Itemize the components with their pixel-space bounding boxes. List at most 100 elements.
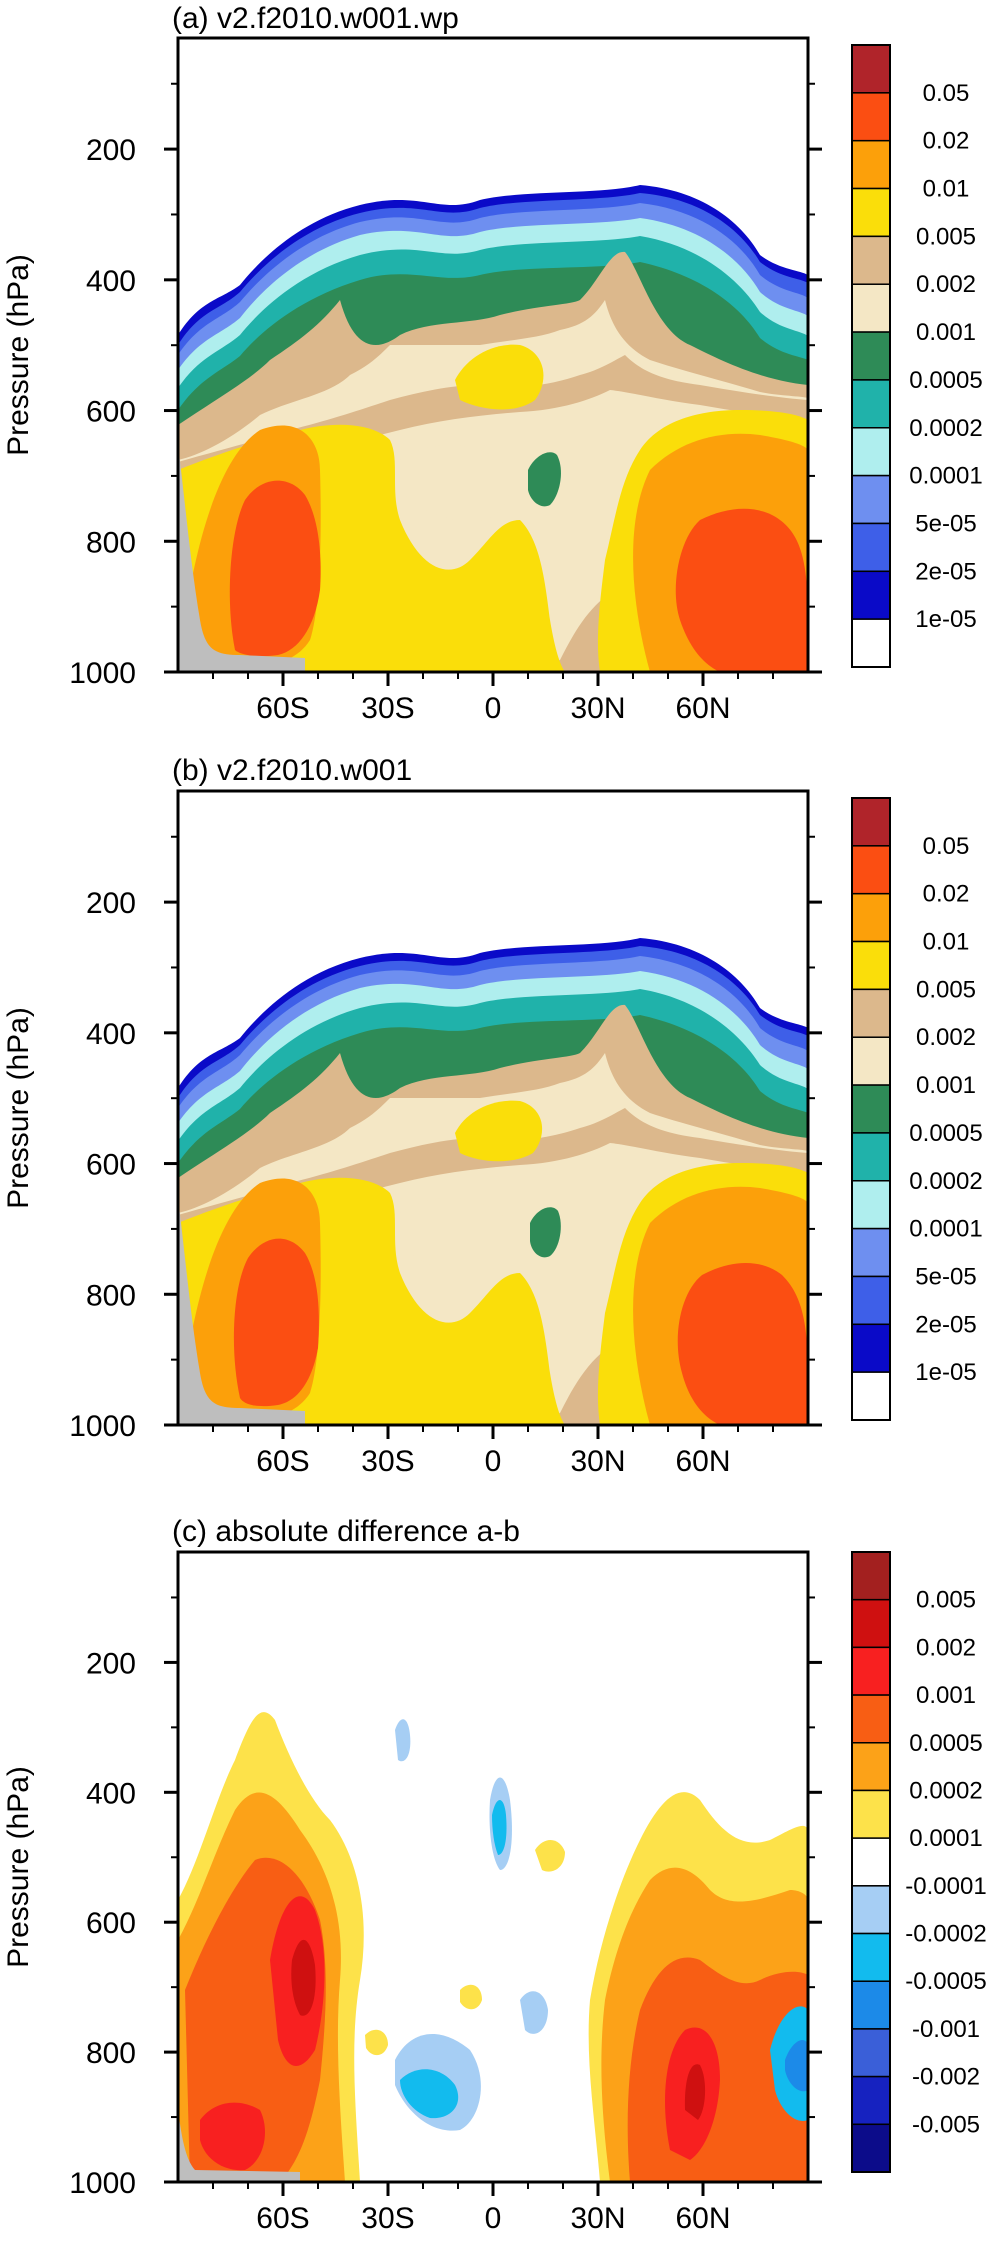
colorbar-label: 0.001	[916, 319, 976, 346]
colorbar-swatch	[851, 988, 891, 1038]
colorbar-swatch	[851, 1036, 891, 1086]
colorbar-swatch	[851, 283, 891, 333]
x-tick-label: 60S	[256, 692, 309, 725]
colorbar-label: -0.001	[912, 2016, 980, 2043]
colorbar-swatch	[851, 331, 891, 381]
colorbar-label: -0.002	[912, 2064, 980, 2091]
x-tick-label: 0	[485, 692, 502, 725]
colorbar-label: -0.0005	[905, 1968, 986, 1995]
colorbar-swatch	[851, 1275, 891, 1326]
colorbar-swatch	[851, 379, 891, 429]
contour-0.02	[229, 480, 321, 657]
colorbar-label: 0.005	[916, 1587, 976, 1614]
y-tick-label: 400	[86, 1018, 136, 1051]
colorbar-swatch	[851, 1694, 891, 1744]
contour-0.02-east	[677, 1263, 808, 1425]
contour-0.001-blob	[395, 445, 511, 522]
colorbar-swatch	[851, 892, 891, 943]
colorbar-frame	[851, 44, 891, 668]
panel-a-xaxis: 60S 30S 0 30N 60N	[212, 672, 774, 725]
diff-neg-0.0002-b	[492, 1800, 507, 1855]
colorbar-label: 0.0005	[909, 1120, 982, 1147]
colorbar-label: -0.0002	[905, 1921, 986, 1948]
diff-neg-0.0001-c	[395, 1719, 411, 1762]
colorbar-swatch	[851, 1837, 891, 1887]
x-tick-label: 0	[485, 1445, 502, 1478]
colorbar-label: 2e-05	[915, 558, 976, 585]
x-tick-label: 60N	[675, 692, 730, 725]
diff-0.0001-island-c	[365, 2029, 388, 2056]
colorbar-swatch	[851, 1789, 891, 1839]
x-tick-label: 30S	[361, 2202, 414, 2235]
diff-neg-0.0002-a	[400, 2069, 459, 2119]
x-tick-label: 30N	[570, 692, 625, 725]
colorbar-label: 5e-05	[915, 1263, 976, 1290]
colorbar-label: -0.0001	[905, 1873, 986, 1900]
y-tick-label: 400	[86, 265, 136, 298]
panel-c: (c) absolute difference a-b	[2, 1515, 987, 2235]
panel-b-xaxis: 60S 30S 0 30N 60N	[212, 1425, 774, 1478]
y-tick-label: 800	[86, 2037, 136, 2070]
colorbar-swatch	[851, 1227, 891, 1278]
colorbar-swatch	[851, 1323, 891, 1373]
y-tick-label: 800	[86, 526, 136, 559]
y-tick-label: 800	[86, 1279, 136, 1312]
colorbar-label: 1e-05	[915, 1359, 976, 1386]
colorbar-label: 0.0001	[909, 1825, 982, 1852]
diff-0.002-south	[291, 1939, 316, 2016]
terrain-mask	[178, 2110, 300, 2182]
panel-c-yaxis: 200 400 600 800 1000	[69, 1596, 822, 2200]
panel-b-colorbar: 0.05 0.02 0.01 0.005 0.002 0.001 0.0005 0.0002 0…	[851, 797, 983, 1421]
colorbar-label: 0.001	[916, 1682, 976, 1709]
colorbar-swatch	[851, 797, 891, 847]
panel-a-colorbar: 0.05 0.02 0.01 0.005 0.002 0.001 0.0005 0.0002 0…	[851, 44, 983, 668]
colorbar-label: 0.002	[916, 1634, 976, 1661]
colorbar-swatch	[851, 139, 891, 190]
colorbar-swatch	[851, 2028, 891, 2078]
colorbar-label: 0.005	[916, 223, 976, 250]
contour-0.0005-blob	[530, 1207, 561, 1258]
x-tick-label: 30S	[361, 1445, 414, 1478]
contour-0.005-blob	[455, 344, 544, 410]
colorbar-label: 0.01	[923, 176, 970, 203]
colorbar-swatch	[851, 1084, 891, 1134]
panel-b: (b) v2.f2010.w001	[2, 754, 983, 1478]
colorbar-swatch	[851, 187, 891, 238]
contour-0.02-east	[675, 508, 808, 672]
y-tick-label: 1000	[69, 657, 136, 690]
colorbar-label: 5e-05	[915, 510, 976, 537]
y-tick-label: 400	[86, 1777, 136, 1810]
colorbar-swatch	[851, 1371, 891, 1421]
colorbar-swatch	[851, 570, 891, 620]
colorbar-label: 0.0002	[909, 415, 982, 442]
colorbar-swatch	[851, 92, 891, 142]
panel-c-colorbar: 0.005 0.002 0.001 0.0005 0.0002 0.0001 -0.0001…	[851, 1551, 987, 2173]
colorbar-label: 0.02	[923, 128, 970, 155]
panel-b-title: (b) v2.f2010.w001	[172, 754, 412, 787]
panel-a: (a) v2.f2010.w001.wp	[2, 2, 983, 725]
y-tick-label: 1000	[69, 2167, 136, 2200]
colorbar-swatch	[851, 1742, 891, 1792]
colorbar-swatch	[851, 1932, 891, 1982]
panel-c-title: (c) absolute difference a-b	[172, 1515, 520, 1548]
colorbar-label: 1e-05	[915, 606, 976, 633]
colorbar-swatch	[851, 44, 891, 94]
colorbar-swatch	[851, 235, 891, 285]
panel-c-xaxis: 60S 30S 0 30N 60N	[212, 2182, 774, 2235]
diff-0.001-southwest	[200, 2102, 265, 2171]
terrain-mask	[178, 445, 305, 672]
colorbar-swatch	[851, 1885, 891, 1935]
colorbar-swatch	[851, 474, 891, 525]
panel-a-ylabel: Pressure (hPa)	[2, 254, 35, 456]
colorbar-swatch	[851, 2123, 891, 2173]
colorbar-label: 0.05	[923, 80, 970, 107]
y-tick-label: 1000	[69, 1410, 136, 1443]
x-tick-label: 60N	[675, 2202, 730, 2235]
contour-0.001-blob	[395, 1198, 511, 1275]
colorbar-frame	[851, 1551, 891, 2173]
colorbar-label: 0.002	[916, 1024, 976, 1051]
x-tick-label: 60S	[256, 2202, 309, 2235]
y-tick-label: 600	[86, 1149, 136, 1182]
diff-neg-0.0001-d	[520, 1991, 548, 2034]
